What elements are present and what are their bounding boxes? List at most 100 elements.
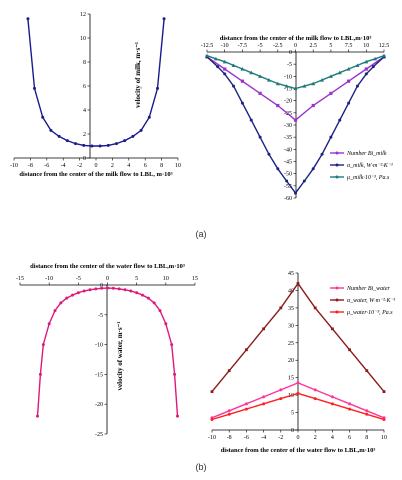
data-point bbox=[382, 418, 386, 422]
chart-milk-properties: -12.5 -10 -7.5 -5 -2.5 0 2.5 5 7.5 10 12.5 0 -5 -10 -1… bbox=[201, 35, 393, 202]
data-point bbox=[41, 343, 45, 347]
y-tick-label: -5 bbox=[98, 313, 103, 319]
data-point bbox=[311, 103, 315, 108]
data-point bbox=[139, 128, 143, 132]
x-tick-label: 8 bbox=[160, 163, 163, 169]
x-tick-label: 6 bbox=[144, 163, 147, 169]
data-point bbox=[338, 118, 342, 122]
y-tick-label: -25 bbox=[95, 432, 103, 438]
data-point bbox=[117, 287, 121, 291]
data-point bbox=[313, 388, 317, 392]
data-point bbox=[262, 402, 266, 406]
data-point bbox=[262, 395, 266, 399]
y-tick-label: 30 bbox=[288, 323, 294, 329]
y-axis-label: velocity of water, m·s⁻¹ bbox=[116, 322, 124, 391]
data-point bbox=[240, 101, 244, 105]
data-point bbox=[135, 291, 139, 295]
x-tick-label: -2 bbox=[278, 435, 283, 441]
x-tick-label: -12.5 bbox=[201, 43, 214, 49]
data-point bbox=[65, 296, 69, 300]
data-point bbox=[131, 134, 135, 138]
x-tick-label: 5 bbox=[329, 43, 332, 49]
data-point bbox=[275, 81, 280, 86]
data-point bbox=[365, 412, 369, 416]
data-point bbox=[82, 289, 86, 293]
x-tick-label: -4 bbox=[261, 435, 266, 441]
data-point bbox=[355, 63, 360, 67]
legend-marker bbox=[335, 163, 339, 167]
x-tick-label: -10 bbox=[10, 163, 18, 169]
data-point bbox=[210, 390, 214, 394]
x-tick-label: 4 bbox=[127, 163, 130, 169]
x-tick-label: -8 bbox=[28, 163, 33, 169]
data-point bbox=[123, 139, 127, 143]
data-point bbox=[329, 135, 333, 139]
series-line bbox=[27, 18, 165, 147]
data-point bbox=[100, 286, 104, 290]
x-tick-label: 10 bbox=[163, 276, 169, 282]
x-tick-label: 4 bbox=[331, 435, 334, 441]
chart-water-properties: -10 -8 -6 -4 -2 0 2 4 6 8 10051015202530354045dist… bbox=[208, 271, 396, 454]
data-point bbox=[262, 327, 265, 331]
data-point bbox=[26, 17, 30, 21]
data-point bbox=[348, 407, 352, 411]
data-point bbox=[38, 372, 42, 376]
data-point bbox=[279, 388, 283, 392]
legend-label: μ_water·10⁻³, Pa.s bbox=[347, 310, 393, 316]
data-point bbox=[65, 139, 69, 143]
y-tick-label: 40 bbox=[288, 288, 294, 294]
data-point bbox=[337, 70, 342, 75]
data-point bbox=[170, 343, 174, 347]
x-tick-label: 5 bbox=[135, 276, 138, 282]
series-line bbox=[206, 55, 385, 90]
y-tick-label: 8 bbox=[83, 60, 86, 66]
data-point bbox=[365, 369, 369, 373]
x-tick-label: 0 bbox=[294, 43, 297, 49]
x-tick-label: -10 bbox=[208, 435, 216, 441]
data-point bbox=[311, 81, 316, 86]
data-point bbox=[71, 293, 74, 297]
x-tick-label: 7.5 bbox=[345, 43, 353, 49]
data-point bbox=[227, 412, 231, 416]
data-point bbox=[146, 296, 150, 300]
data-point bbox=[302, 179, 306, 183]
data-point bbox=[147, 115, 151, 119]
data-point bbox=[106, 143, 110, 147]
data-point bbox=[115, 142, 118, 146]
data-point bbox=[82, 143, 86, 147]
data-point bbox=[223, 72, 227, 76]
y-tick-label: 20 bbox=[288, 358, 294, 364]
x-tick-label: -5 bbox=[76, 276, 81, 282]
legend-label: α_milk, W·m⁻²·K⁻¹ bbox=[347, 163, 393, 169]
data-point bbox=[57, 134, 61, 138]
data-point bbox=[320, 77, 325, 82]
data-point bbox=[302, 84, 307, 88]
data-point bbox=[249, 118, 253, 122]
caption-a: (a) bbox=[196, 229, 207, 239]
chart-title: distance from the center of the milk flo… bbox=[220, 35, 372, 42]
data-point bbox=[94, 287, 98, 291]
y-tick-label: -10 bbox=[95, 343, 103, 349]
data-point bbox=[53, 309, 57, 313]
y-tick-label: -30 bbox=[284, 123, 292, 129]
data-point bbox=[365, 409, 369, 413]
data-point bbox=[313, 306, 317, 310]
y-tick-label: 25 bbox=[288, 341, 294, 347]
data-point bbox=[371, 65, 375, 69]
data-point bbox=[347, 79, 351, 83]
x-tick-label: 0 bbox=[297, 435, 300, 441]
data-point bbox=[76, 291, 80, 295]
legend-marker bbox=[335, 310, 339, 314]
data-point bbox=[152, 301, 156, 305]
x-tick-label: -7.5 bbox=[238, 43, 248, 49]
data-point bbox=[129, 289, 133, 293]
data-point bbox=[293, 86, 298, 91]
x-tick-label: -6 bbox=[244, 435, 249, 441]
y-tick-label: -55 bbox=[284, 184, 292, 190]
data-point bbox=[123, 288, 127, 292]
data-point bbox=[49, 128, 53, 132]
data-point bbox=[258, 135, 262, 139]
x-tick-label: 10 bbox=[175, 163, 181, 169]
data-point bbox=[267, 152, 271, 156]
